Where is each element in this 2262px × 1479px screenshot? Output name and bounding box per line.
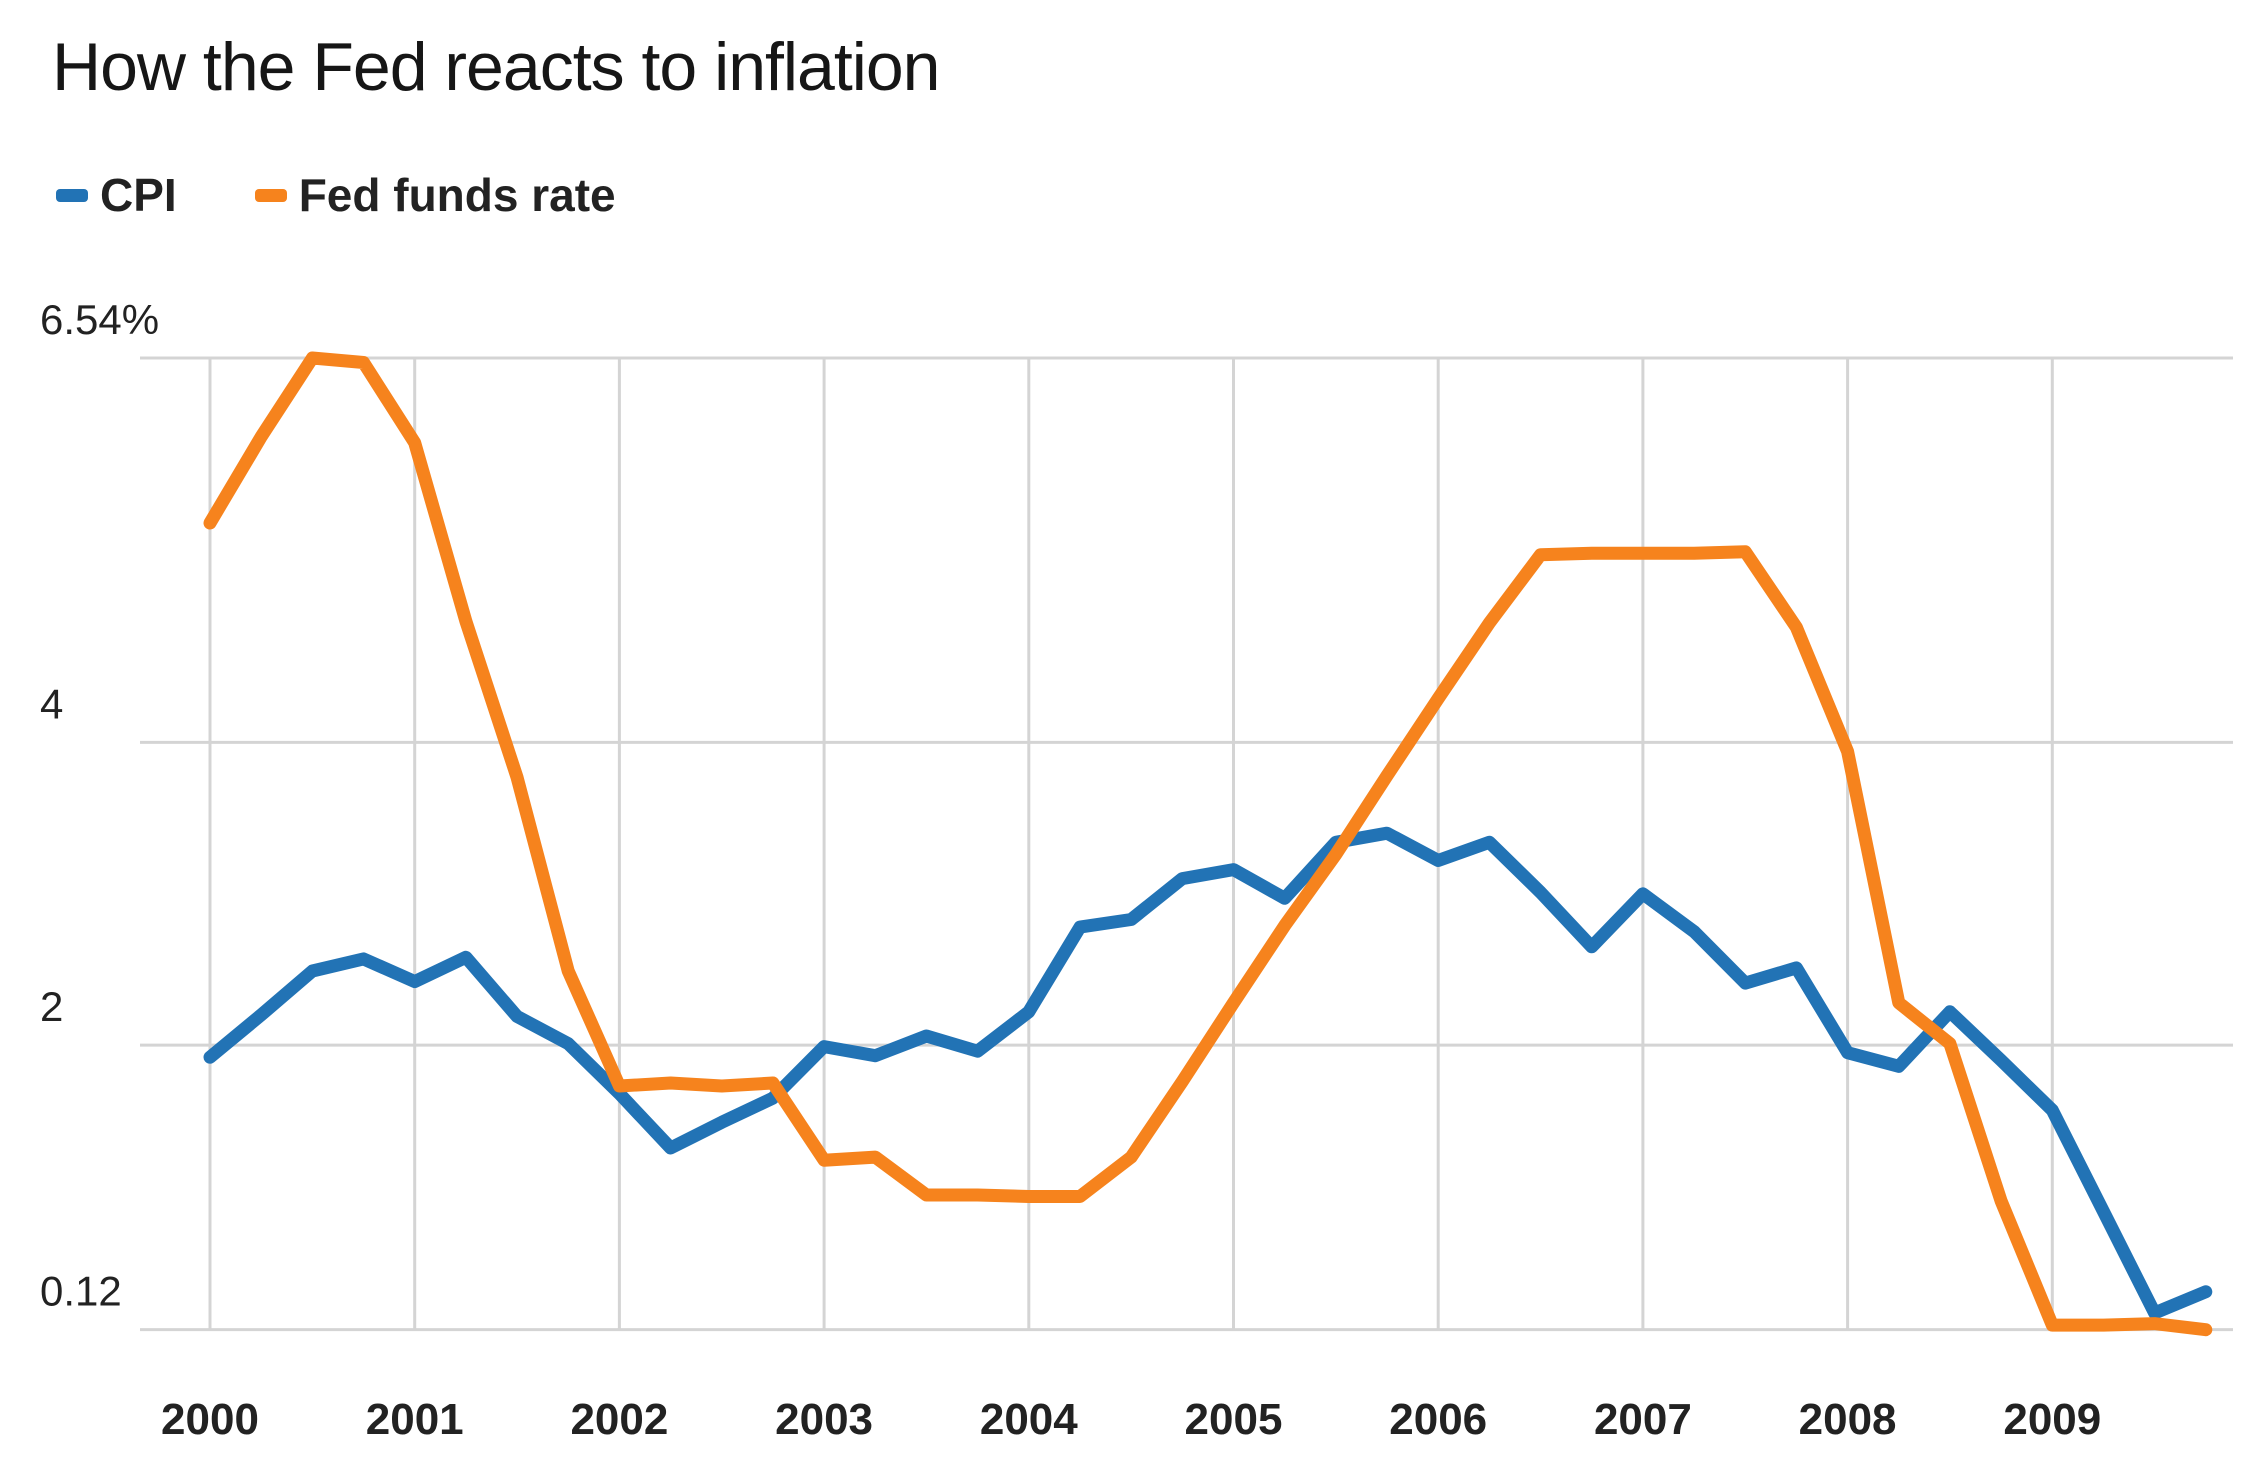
x-axis-labels: 2000 2001 2002 2003 2004 2005 2006 2007 2008 2009 [161,1395,2101,1444]
x-tick-label: 2000 [161,1395,259,1444]
y-gridlines [140,356,2233,1332]
x-tick-label: 2006 [1389,1395,1487,1444]
x-tick-label: 2007 [1594,1395,1692,1444]
page-title: How the Fed reacts to inflation [52,29,940,105]
y-axis-labels: 6.54% 4 2 0.12 [40,296,159,1315]
y-tick-label: 6.54% [40,296,159,343]
legend-label-cpi: CPI [100,169,177,221]
fed-funds-line [203,351,2213,1337]
x-tick-label: 2009 [2003,1395,2101,1444]
legend-item-fed-funds: Fed funds rate [254,168,616,222]
legend-label-fed-funds: Fed funds rate [298,169,616,221]
y-tick-label: 4 [40,680,63,727]
cpi-swatch-icon [56,188,88,202]
series-lines [203,351,2213,1337]
x-tick-label: 2002 [570,1395,668,1444]
y-tick-label: 0.12 [40,1268,122,1315]
x-gridlines [208,358,2054,1330]
legend: CPI Fed funds rate [56,168,616,222]
x-tick-label: 2008 [1799,1395,1897,1444]
x-tick-label: 2001 [366,1395,464,1444]
x-tick-label: 2005 [1185,1395,1283,1444]
fed-funds-swatch-icon [254,188,287,202]
x-tick-label: 2003 [775,1395,873,1444]
y-tick-label: 2 [40,983,63,1030]
legend-item-cpi: CPI [56,168,177,222]
x-tick-label: 2004 [980,1395,1078,1444]
cpi-line [203,826,2213,1320]
